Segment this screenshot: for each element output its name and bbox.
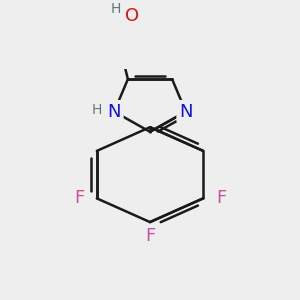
Text: H: H [91,103,101,117]
Text: H: H [111,2,121,16]
Text: F: F [216,189,226,207]
Text: N: N [179,103,193,121]
Text: F: F [145,227,155,245]
Text: F: F [74,189,84,207]
Text: O: O [125,7,139,25]
Text: N: N [107,103,121,121]
